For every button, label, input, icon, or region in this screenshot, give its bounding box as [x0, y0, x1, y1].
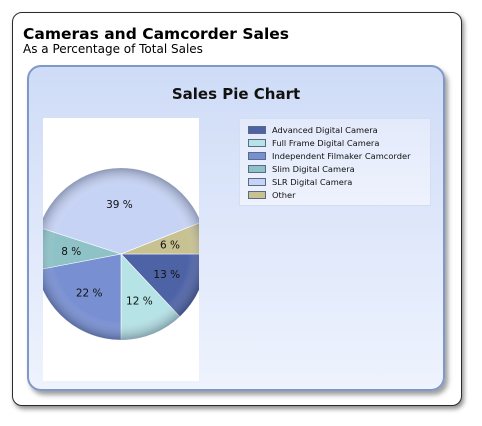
slice-label-independent-filmaker-camcorder: 22 % [76, 287, 103, 299]
pie-shading [43, 168, 199, 340]
legend-item-full-frame-digital-camera: Full Frame Digital Camera [240, 136, 430, 149]
legend-label: Independent Filmaker Camcorder [272, 150, 411, 161]
slice-label-full-frame-digital-camera: 12 % [126, 295, 153, 307]
legend-item-slim-digital-camera: Slim Digital Camera [240, 162, 430, 175]
plot-area: 13 % 12 % 22 % 8 % 39 % 6 % [43, 118, 199, 381]
legend-item-other: Other [240, 188, 430, 201]
legend-item-independent-filmaker-camcorder: Independent Filmaker Camcorder [240, 149, 430, 162]
legend-label: SLR Digital Camera [272, 176, 353, 187]
legend-swatch [248, 177, 266, 186]
legend-label: Other [272, 189, 296, 200]
pie-chart: 13 % 12 % 22 % 8 % 39 % 6 % [43, 167, 199, 341]
legend-swatch [248, 125, 266, 134]
slice-label-other: 6 % [160, 240, 180, 252]
legend-item-slr-digital-camera: SLR Digital Camera [240, 175, 430, 188]
legend-item-advanced-digital-camera: Advanced Digital Camera [240, 123, 430, 136]
slice-label-advanced-digital-camera: 13 % [153, 269, 180, 281]
legend-swatch [248, 164, 266, 173]
legend: Advanced Digital Camera Full Frame Digita… [239, 118, 431, 206]
chart-title: Sales Pie Chart [171, 85, 301, 103]
legend-label: Full Frame Digital Camera [272, 137, 380, 148]
slice-label-slr-digital-camera: 39 % [106, 199, 133, 211]
legend-swatch [248, 190, 266, 199]
report-title: Cameras and Camcorder Sales [23, 25, 289, 43]
report-frame: Cameras and Camcorder Sales As a Percent… [12, 12, 462, 406]
slice-label-slim-digital-camera: 8 % [61, 246, 81, 258]
legend-swatch [248, 151, 266, 160]
legend-swatch [248, 138, 266, 147]
legend-label: Slim Digital Camera [272, 163, 355, 174]
legend-label: Advanced Digital Camera [272, 124, 378, 135]
chart-panel: Sales Pie Chart 13 % 12 % 22 % 8 % 39 % 6 % A… [27, 65, 445, 391]
report-subtitle: As a Percentage of Total Sales [23, 42, 203, 56]
